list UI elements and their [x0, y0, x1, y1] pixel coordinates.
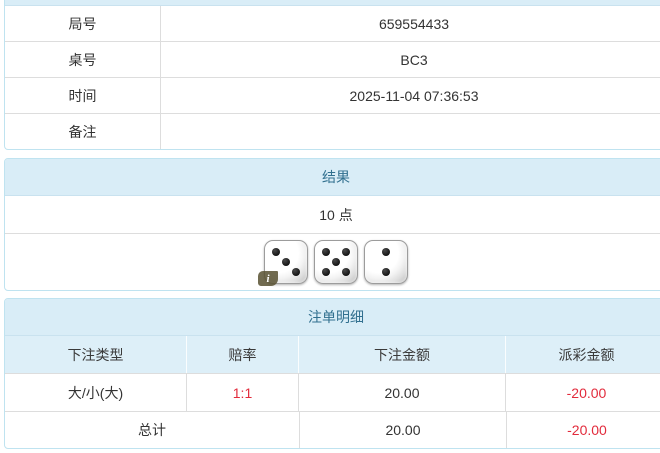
- die-2-icon: [364, 240, 408, 284]
- total-bet-amount: 20.00: [299, 412, 506, 448]
- payout-value: -20.00: [505, 374, 660, 411]
- bet-type-value: 大/小(大): [67, 384, 124, 401]
- result-panel: 结果 10 点 i: [4, 158, 660, 291]
- table-id-label: 桌号: [5, 42, 161, 77]
- bets-header-row: 下注类型 赔率 下注金额 派彩金额: [5, 336, 660, 374]
- total-label: 总计: [138, 422, 166, 438]
- odds-value: 1:1: [186, 374, 298, 411]
- die-pip: [321, 247, 330, 256]
- die-pip: [382, 268, 390, 277]
- col-odds: 赔率: [186, 336, 298, 373]
- die-pip: [291, 267, 300, 276]
- round-id-label: 局号: [5, 6, 161, 41]
- table-row-remark: 备注: [5, 114, 660, 149]
- die-pip: [321, 268, 330, 277]
- die-pip: [332, 258, 340, 266]
- dice-row: i: [5, 234, 660, 290]
- col-bet-type: 下注类型: [67, 346, 124, 363]
- die-pip: [342, 268, 351, 277]
- result-points-text: 10 点: [5, 196, 660, 234]
- remark-label: 备注: [5, 114, 161, 149]
- table-row-table-id: 桌号 BC3: [5, 42, 660, 78]
- die-pip: [282, 258, 290, 266]
- table-row-time: 时间 2025-11-04 07:36:53: [5, 78, 660, 114]
- table-row-round-id: 局号 659554433: [5, 6, 660, 42]
- table-row-total: 总计 20.00 -20.00: [5, 412, 660, 448]
- die-3-icon: i: [258, 240, 308, 286]
- time-value: 2025-11-04 07:36:53: [349, 87, 479, 104]
- result-panel-title: 结果: [5, 159, 660, 196]
- remark-value: [161, 114, 660, 149]
- info-badge-icon[interactable]: i: [258, 271, 278, 286]
- col-payout: 派彩金额: [505, 336, 660, 373]
- time-label: 时间: [5, 78, 161, 113]
- bets-panel: 注单明细 下注类型 赔率 下注金额 派彩金额 大/小(大) 1:1 20.00 …: [4, 298, 660, 449]
- die-5-icon: [314, 240, 358, 284]
- bet-amount-value: 20.00: [298, 374, 505, 411]
- table-row-bet: 大/小(大) 1:1 20.00 -20.00: [5, 374, 660, 412]
- round-id-value: 659554433: [378, 15, 450, 32]
- game-info-panel: 局号 659554433 桌号 BC3 时间 2025-11-04 07:36:…: [4, 0, 660, 150]
- total-payout: -20.00: [506, 412, 660, 448]
- die-pip: [342, 247, 351, 256]
- die-pip: [382, 247, 390, 256]
- col-bet-amount: 下注金额: [298, 336, 505, 373]
- game-info-header-strip: [5, 0, 660, 6]
- bets-panel-title: 注单明细: [5, 299, 660, 336]
- die-pip: [272, 248, 281, 257]
- table-id-value: BC3: [400, 51, 428, 68]
